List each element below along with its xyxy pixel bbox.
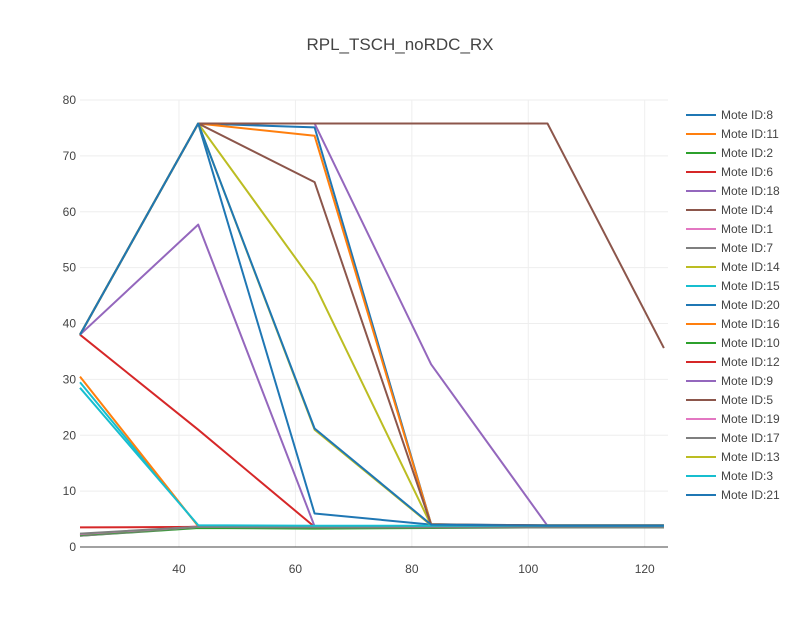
legend-label: Mote ID:6 xyxy=(721,165,773,179)
legend-label: Mote ID:7 xyxy=(721,241,773,255)
y-tick-label: 70 xyxy=(63,149,77,163)
y-tick-label: 60 xyxy=(63,205,77,219)
legend-item[interactable]: Mote ID:18 xyxy=(686,184,780,198)
legend-label: Mote ID:9 xyxy=(721,374,773,388)
y-tick-label: 0 xyxy=(69,540,76,554)
y-tick-label: 20 xyxy=(63,428,77,442)
legend-item[interactable]: Mote ID:15 xyxy=(686,279,780,293)
legend-label: Mote ID:5 xyxy=(721,393,773,407)
x-tick-label: 40 xyxy=(172,562,186,576)
legend-item[interactable]: Mote ID:14 xyxy=(686,260,780,274)
legend-label: Mote ID:18 xyxy=(721,184,780,198)
legend-item[interactable]: Mote ID:13 xyxy=(686,450,780,464)
x-tick-label: 80 xyxy=(405,562,419,576)
legend-label: Mote ID:17 xyxy=(721,431,780,445)
legend-item[interactable]: Mote ID:3 xyxy=(686,469,773,483)
legend-item[interactable]: Mote ID:12 xyxy=(686,355,780,369)
legend-label: Mote ID:11 xyxy=(721,127,779,141)
legend-label: Mote ID:8 xyxy=(721,108,773,122)
legend-label: Mote ID:4 xyxy=(721,203,773,217)
legend-label: Mote ID:20 xyxy=(721,298,780,312)
legend-item[interactable]: Mote ID:4 xyxy=(686,203,773,217)
legend-item[interactable]: Mote ID:2 xyxy=(686,146,773,160)
x-tick-label: 100 xyxy=(518,562,538,576)
legend-label: Mote ID:3 xyxy=(721,469,773,483)
legend-item[interactable]: Mote ID:5 xyxy=(686,393,773,407)
legend-item[interactable]: Mote ID:20 xyxy=(686,298,780,312)
y-tick-label: 50 xyxy=(63,261,77,275)
legend-label: Mote ID:12 xyxy=(721,355,780,369)
legend-item[interactable]: Mote ID:9 xyxy=(686,374,773,388)
legend-label: Mote ID:13 xyxy=(721,450,780,464)
legend-label: Mote ID:14 xyxy=(721,260,780,274)
legend-item[interactable]: Mote ID:1 xyxy=(686,222,773,236)
legend-item[interactable]: Mote ID:8 xyxy=(686,108,773,122)
legend-label: Mote ID:16 xyxy=(721,317,780,331)
series-lines xyxy=(79,122,665,537)
axes: 0 10 20 30 40 50 60 70 80 40 60 80 100 120 xyxy=(63,93,668,576)
legend-item[interactable]: Mote ID:10 xyxy=(686,336,780,350)
legend-label: Mote ID:19 xyxy=(721,412,780,426)
legend-label: Mote ID:15 xyxy=(721,279,780,293)
legend-item[interactable]: Mote ID:6 xyxy=(686,165,773,179)
series-line-4 xyxy=(79,333,664,528)
series-line-18 xyxy=(79,525,664,535)
legend-item[interactable]: Mote ID:7 xyxy=(686,241,773,255)
legend: Mote ID:8 Mote ID:11 Mote ID:2 Mote ID:6 Mot… xyxy=(686,108,780,502)
series-line-12 xyxy=(79,375,664,528)
y-tick-label: 80 xyxy=(63,93,77,107)
series-line-21 xyxy=(79,122,664,527)
y-tick-label: 40 xyxy=(63,317,77,331)
series-line-20 xyxy=(79,387,664,527)
series-line-15 xyxy=(79,223,664,528)
legend-label: Mote ID:10 xyxy=(721,336,780,350)
x-tick-label: 120 xyxy=(635,562,655,576)
x-tick-label: 60 xyxy=(289,562,303,576)
legend-item[interactable]: Mote ID:21 xyxy=(686,488,780,502)
grid-lines xyxy=(80,99,668,547)
series-line-2 xyxy=(79,122,664,528)
legend-item[interactable]: Mote ID:16 xyxy=(686,317,780,331)
y-tick-label: 10 xyxy=(63,484,77,498)
legend-item[interactable]: Mote ID:19 xyxy=(686,412,780,426)
legend-label: Mote ID:1 xyxy=(721,222,773,236)
legend-label: Mote ID:2 xyxy=(721,146,773,160)
series-line-6 xyxy=(79,122,665,349)
legend-label: Mote ID:21 xyxy=(721,488,780,502)
chart-title: RPL_TSCH_noRDC_RX xyxy=(306,35,493,54)
y-tick-label: 30 xyxy=(63,372,77,386)
legend-item[interactable]: Mote ID:17 xyxy=(686,431,780,445)
legend-item[interactable]: Mote ID:11 xyxy=(686,127,779,141)
